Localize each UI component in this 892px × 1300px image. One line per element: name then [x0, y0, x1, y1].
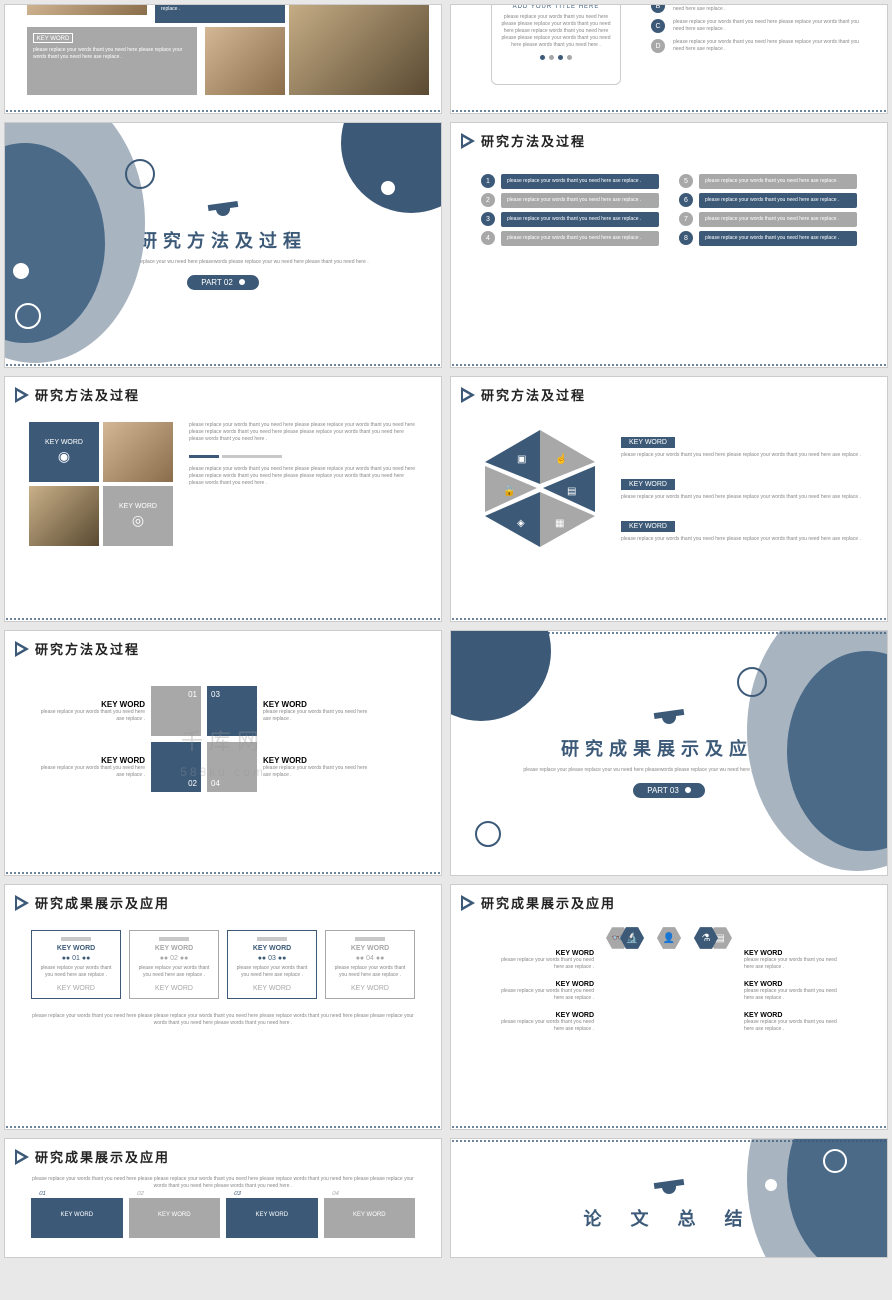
letter-c: C	[651, 19, 665, 33]
slide-methods-photos: 研究方法及过程 KEY WORD◉ KEY WORD◎ please repla…	[4, 376, 442, 622]
slide-title: 研究方法及过程	[481, 385, 586, 404]
slide-title: 研究成果展示及应用	[35, 1147, 170, 1166]
num-circle: 4	[481, 231, 495, 245]
section-title: 研究方法及过程	[139, 227, 307, 253]
slide-methods-list8: 研究方法及过程 1 please replace your words thant…	[450, 122, 888, 368]
bulb-icon: ◉	[58, 448, 70, 465]
section-title: 论 文 总 结	[583, 1205, 754, 1231]
list-item: please replace your words thant you need…	[699, 174, 857, 189]
svg-text:🔒: 🔒	[503, 485, 515, 497]
card: KEY WORD ●● 04 ●● please replace your wo…	[325, 930, 415, 999]
num-circle: 2	[481, 193, 495, 207]
header-arrow-icon	[15, 387, 29, 403]
footer-text: please replace your words thant you need…	[5, 1009, 441, 1031]
slide-results-cards4: 研究成果展示及应用 KEY WORD ●● 01 ●● please repla…	[4, 884, 442, 1130]
keyword-badge: KEY WORD	[33, 33, 73, 43]
svg-text:▤: ▤	[567, 486, 576, 497]
slide-section-conclusion: 论 文 总 结	[450, 1138, 888, 1258]
hexagon-diagram: ▣ ☝ 🔒 ▤ ◈ ▦	[475, 422, 605, 552]
letter-d: D	[651, 39, 665, 53]
part-badge: PART 02	[187, 275, 259, 290]
header-arrow-icon	[15, 641, 29, 657]
card: 01KEY WORD	[31, 1198, 123, 1238]
slide-title: 研究方法及过程	[35, 639, 140, 658]
slide-title: 研究成果展示及应用	[481, 893, 616, 912]
num-circle: 5	[679, 174, 693, 188]
slide-section-part02: 研究方法及过程 please replace your please repla…	[4, 122, 442, 368]
slide-results-ring: 研究成果展示及应用 KEY WORDplease replace your wo…	[450, 884, 888, 1130]
card: 04KEY WORD	[324, 1198, 416, 1238]
card: 03KEY WORD	[226, 1198, 318, 1238]
header-arrow-icon	[461, 133, 475, 149]
list-item: please replace your words thant you need…	[501, 212, 659, 227]
list-item: please replace your words thant you need…	[699, 212, 857, 227]
svg-text:◈: ◈	[517, 518, 525, 529]
header-arrow-icon	[15, 1149, 29, 1165]
headset-icon: ◎	[132, 512, 144, 529]
section-title: 研究成果展示及应用	[561, 735, 777, 761]
svg-text:▦: ▦	[555, 518, 564, 529]
slide-partial-bottom-left: 研究成果展示及应用 please replace your words than…	[4, 1138, 442, 1258]
num-circle: 7	[679, 212, 693, 226]
slide-methods-blocks4: 研究方法及过程 KEY WORDplease replace your word…	[4, 630, 442, 876]
slide-section-part03: 研究成果展示及应用 please replace your please rep…	[450, 630, 888, 876]
part-badge: PART 03	[633, 783, 705, 798]
svg-text:▣: ▣	[517, 454, 526, 465]
num-circle: 3	[481, 212, 495, 226]
card: KEY WORD ●● 03 ●● please replace your wo…	[227, 930, 317, 999]
header-arrow-icon	[461, 387, 475, 403]
list-item: please replace your words thant you need…	[501, 193, 659, 208]
list-item: please replace your words thant you need…	[699, 231, 857, 246]
text-block: please replace your words thant you need…	[33, 47, 191, 61]
num-circle: 8	[679, 231, 693, 245]
num-circle: 1	[481, 174, 495, 188]
list-item: please replace your words thant you need…	[501, 174, 659, 189]
text-block: please replace your words thant you need…	[161, 4, 279, 13]
slide-methods-hexagon: 研究方法及过程 ▣ ☝ 🔒 ▤ ◈ ▦ KEY WORDplease repla…	[450, 376, 888, 622]
card: KEY WORD ●● 02 ●● please replace your wo…	[129, 930, 219, 999]
slide-title: 研究方法及过程	[35, 385, 140, 404]
svg-text:☝: ☝	[555, 452, 567, 465]
slide-title: 研究成果展示及应用	[35, 893, 170, 912]
graduation-cap-icon	[654, 1179, 684, 1197]
slide-title: 研究方法及过程	[481, 131, 586, 150]
card: 02KEY WORD	[129, 1198, 221, 1238]
header-arrow-icon	[461, 895, 475, 911]
list-item: please replace your words thant you need…	[501, 231, 659, 246]
header-arrow-icon	[15, 895, 29, 911]
graduation-cap-icon	[654, 709, 684, 727]
slide-partial-top-left: please replace your words thant you need…	[4, 4, 442, 114]
text-block: please replace your words thant you need…	[189, 422, 417, 443]
list-item: please replace your words thant you need…	[699, 193, 857, 208]
graduation-cap-icon	[208, 201, 238, 219]
num-circle: 6	[679, 193, 693, 207]
add-title: ADD YOUR TITLE HERE	[500, 4, 612, 10]
slide-partial-top-right: ADD YOUR TITLE HERE please replace your …	[450, 4, 888, 114]
letter-b: B	[651, 4, 665, 13]
card: KEY WORD ●● 01 ●● please replace your wo…	[31, 930, 121, 999]
ring-diagram: 🏛 📊 ▤ ⚗ 👤 ✉ 👓 🔬	[604, 926, 734, 1056]
text-block: please replace your words thant you need…	[189, 466, 417, 487]
text-block: please replace your words thant you need…	[500, 14, 612, 49]
